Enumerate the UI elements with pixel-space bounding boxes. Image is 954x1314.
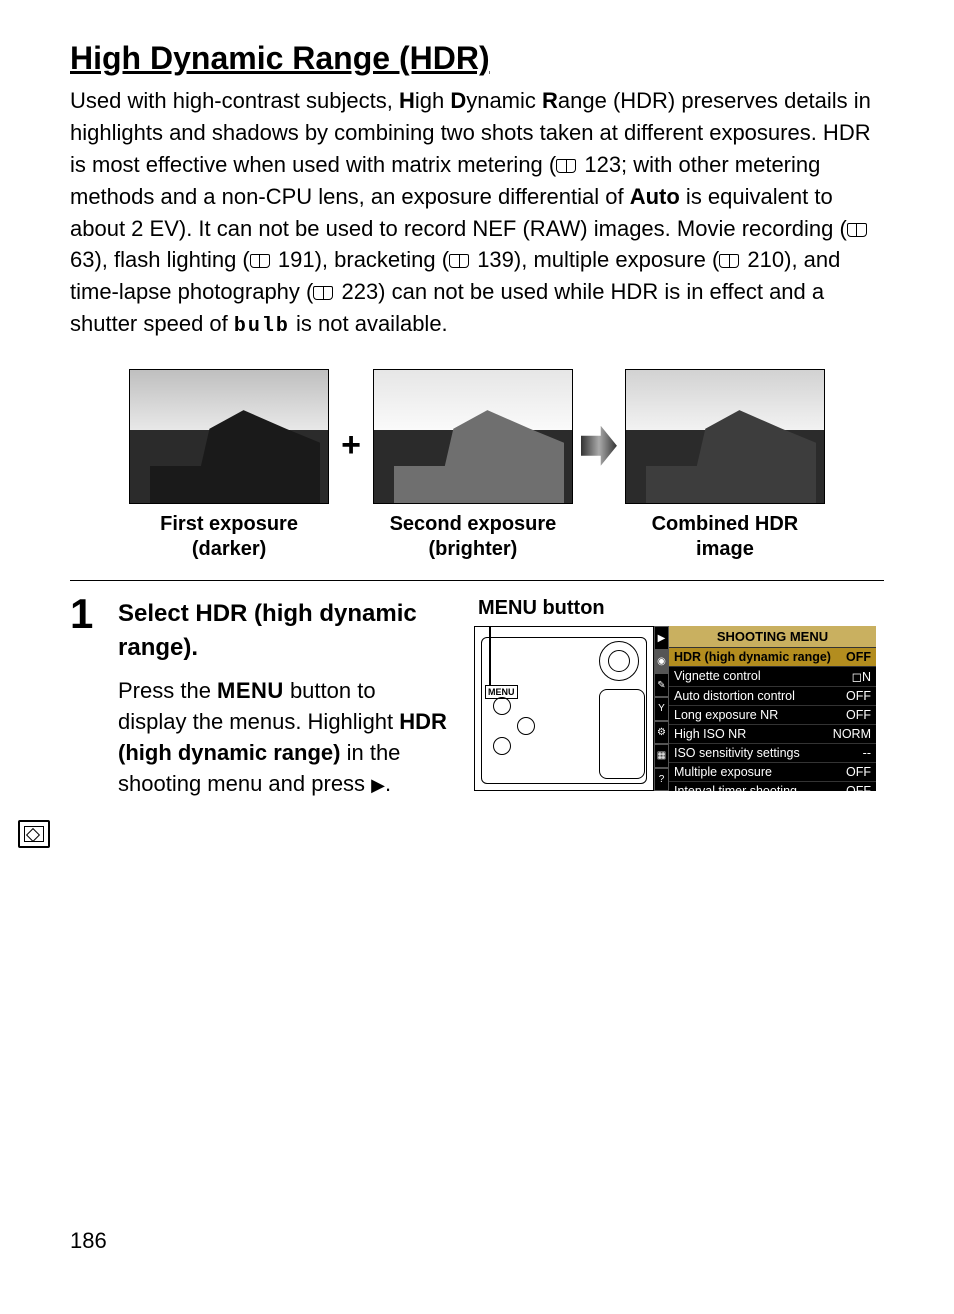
lcd-row: Vignette control◻N xyxy=(669,666,876,686)
example-row: First exposure(darker) + Second exposure… xyxy=(70,369,884,562)
lcd-menu: ▶◉✎Y⚙▦? SHOOTING MENU HDR (high dynamic … xyxy=(654,626,876,791)
lcd-tab: ⚙ xyxy=(654,721,669,745)
book-ref-icon xyxy=(449,247,471,272)
page-title: High Dynamic Range (HDR) xyxy=(70,40,884,77)
divider xyxy=(70,580,884,581)
lcd-tab: ◉ xyxy=(654,650,669,674)
intro-paragraph: Used with high-contrast subjects, High D… xyxy=(70,85,884,341)
arrow-right-icon xyxy=(581,426,617,466)
lcd-row: Auto distortion controlOFF xyxy=(669,686,876,705)
lcd-row: Multiple exposureOFF xyxy=(669,762,876,781)
camera-diagram: MENU xyxy=(474,626,654,791)
lcd-tab: ▶ xyxy=(654,626,669,650)
step-body: Press the MENU button to display the men… xyxy=(118,676,448,799)
step-heading: Select HDR (high dynamic range). xyxy=(118,597,448,664)
plus-icon: + xyxy=(337,426,365,505)
lcd-row: ISO sensitivity settings-- xyxy=(669,743,876,762)
lcd-tab: ? xyxy=(654,768,669,792)
section-icon xyxy=(18,820,50,848)
thumb-second-exposure xyxy=(373,369,573,504)
lcd-header: SHOOTING MENU xyxy=(669,626,876,647)
book-ref-icon xyxy=(719,247,741,272)
thumb-first-exposure xyxy=(129,369,329,504)
lcd-row: Long exposure NROFF xyxy=(669,705,876,724)
book-ref-icon xyxy=(847,216,869,241)
page-number: 186 xyxy=(70,1228,107,1254)
step-1: 1 Select HDR (high dynamic range). Press… xyxy=(70,593,884,799)
book-ref-icon xyxy=(250,247,272,272)
book-ref-icon xyxy=(556,152,578,177)
lcd-row: High ISO NRNORM xyxy=(669,724,876,743)
lcd-tab: Y xyxy=(654,697,669,721)
step-number: 1 xyxy=(70,593,100,799)
triangle-right-icon xyxy=(371,771,385,796)
lcd-row: HDR (high dynamic range)OFF xyxy=(669,647,876,666)
bulb-text: bulb xyxy=(234,315,290,338)
lcd-tab: ▦ xyxy=(654,744,669,768)
lcd-row: Interval timer shootingOFF xyxy=(669,781,876,800)
book-ref-icon xyxy=(313,279,335,304)
thumb-combined xyxy=(625,369,825,504)
lcd-tab: ✎ xyxy=(654,673,669,697)
